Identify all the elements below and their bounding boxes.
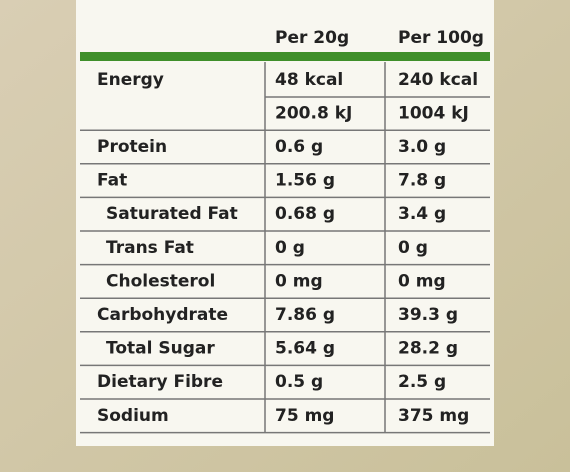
cell-value: 7.8 g <box>398 171 446 191</box>
row-label: Energy <box>97 70 164 90</box>
cell-value: 375 mg <box>398 406 469 426</box>
row-label: Trans Fat <box>106 238 194 258</box>
row-label: Cholesterol <box>106 271 215 291</box>
cell-value: 0.68 g <box>275 204 335 224</box>
column-header: Per 100g <box>398 28 484 48</box>
cell-value: 0 g <box>398 238 428 258</box>
cell-value: 39.3 g <box>398 305 458 325</box>
row-label: Dietary Fibre <box>97 372 223 392</box>
row-label: Sodium <box>97 406 169 426</box>
cell-value: 28.2 g <box>398 339 458 359</box>
cell-value: 0 mg <box>275 271 323 291</box>
cell-value: 7.86 g <box>275 305 335 325</box>
row-label: Protein <box>97 137 167 157</box>
cell-value: 0.5 g <box>275 372 323 392</box>
header-rule <box>80 52 490 61</box>
cell-value: 0.6 g <box>275 137 323 157</box>
cell-value: 5.64 g <box>275 339 335 359</box>
cell-value: 1004 kJ <box>398 103 469 123</box>
row-label: Saturated Fat <box>106 204 238 224</box>
row-label: Carbohydrate <box>97 305 228 325</box>
row-label: Total Sugar <box>106 339 215 359</box>
column-header: Per 20g <box>275 28 349 48</box>
cell-value: 75 mg <box>275 406 334 426</box>
row-label: Fat <box>97 171 127 191</box>
cell-value: 3.4 g <box>398 204 446 224</box>
cell-value: 0 g <box>275 238 305 258</box>
cell-value: 3.0 g <box>398 137 446 157</box>
label-panel <box>76 0 494 446</box>
cell-value: 2.5 g <box>398 372 446 392</box>
cell-value: 1.56 g <box>275 171 335 191</box>
cell-value: 0 mg <box>398 271 446 291</box>
cell-value: 48 kcal <box>275 70 343 90</box>
cell-value: 240 kcal <box>398 70 478 90</box>
cell-value: 200.8 kJ <box>275 103 352 123</box>
